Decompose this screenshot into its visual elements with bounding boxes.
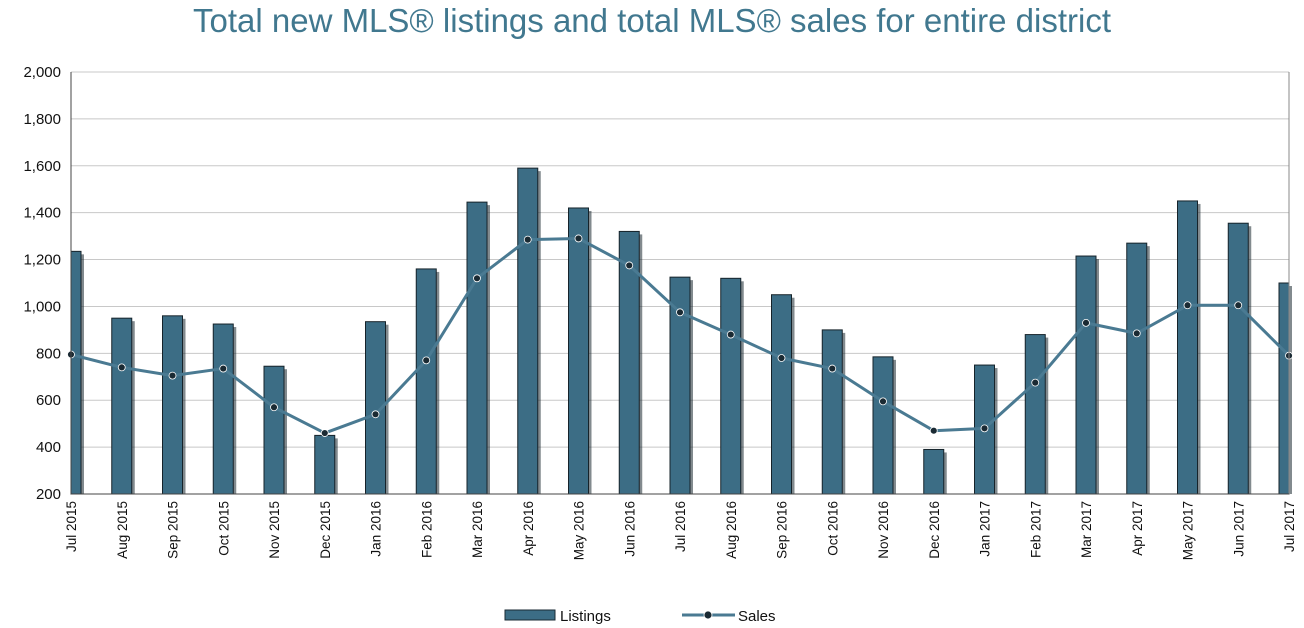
sales-point [777,354,786,362]
sales-point [828,364,837,373]
x-tick-label: Oct 2015 [216,501,231,556]
sales-point [625,261,634,270]
x-tick-label: May 2016 [572,501,587,560]
legend-sales-marker [703,610,713,620]
listings-bar [821,329,843,495]
sales-point [219,364,228,373]
sales-point [320,429,329,437]
y-tick-label: 1,600 [23,158,61,175]
y-tick-label: 1,000 [23,298,61,315]
listings-bar [111,317,133,495]
listings-bar [1075,255,1097,495]
listings-bar [162,315,183,495]
sales-point [574,234,583,243]
legend: Listings Sales [504,608,776,625]
sales-point [929,426,938,435]
x-tick-label: Nov 2015 [267,501,282,559]
sales-point [422,356,431,365]
y-tick-label: 1,400 [23,205,61,222]
sales-point [168,371,177,380]
x-tick-label: Aug 2015 [115,501,130,559]
y-tick-label: 600 [36,392,61,409]
y-tick-labels: 2,000 1,800 1,600 1,400 1,200 1,000 800 600 400 2… [23,64,61,503]
listings-bar [415,268,437,495]
listings-bar [872,356,894,495]
sales-point [676,308,684,317]
x-tick-label: Dec 2015 [318,501,333,559]
y-tick-label: 1,800 [23,111,61,128]
sales-point [726,330,735,339]
y-tick-label: 1,200 [23,252,61,269]
sales-point [371,410,380,419]
y-tick-label: 800 [36,345,61,362]
listings-bar [70,250,82,495]
x-tick-label: Apr 2017 [1130,501,1145,556]
listings-bar [1278,282,1290,495]
x-tick-label: Apr 2016 [521,501,536,556]
listings-bar [1177,200,1198,495]
sales-point [1183,301,1192,310]
x-tick-label: Jun 2017 [1231,501,1246,557]
y-tick-label: 2,000 [23,64,61,81]
x-tick-label: Sep 2015 [166,501,181,559]
x-tick-label: Aug 2016 [724,501,739,559]
x-tick-label: Oct 2016 [825,501,840,556]
legend-listings-label: Listings [560,608,611,625]
sales-point [473,274,481,283]
x-tick-labels: Jul 2015 Aug 2015 Sep 2015 Oct 2015 Nov 2015… [64,501,1297,560]
listings-bar [1126,242,1148,495]
listings-bars [70,167,1292,495]
x-tick-label: Jul 2017 [1282,501,1297,552]
x-tick-label: Mar 2016 [470,501,485,558]
sales-point [1082,318,1090,327]
listings-bar [314,434,336,495]
x-tick-label: Jan 2016 [369,501,384,557]
legend-listings-swatch [504,609,556,621]
legend-sales-label: Sales [738,608,776,625]
sales-point [523,235,532,244]
x-tick-label: Jan 2017 [978,501,993,557]
listings-bar [1024,334,1046,495]
listings-bar [263,365,285,495]
x-tick-label: Nov 2016 [876,501,891,559]
sales-point [879,397,887,406]
x-tick-label: Jun 2016 [622,501,637,557]
x-tick-label: May 2017 [1181,501,1196,560]
listings-bar [923,448,945,495]
x-tick-label: Feb 2017 [1028,501,1043,558]
listings-bar [720,277,742,495]
x-tick-label: Feb 2016 [419,501,434,558]
y-tick-label: 200 [36,486,61,503]
listings-bar [771,294,792,495]
listings-bar [466,201,488,495]
sales-line [67,234,1293,437]
x-tick-label: Jul 2015 [64,501,79,552]
chart-title: Total new MLS® listings and total MLS® s… [192,2,1111,39]
x-tick-label: Mar 2017 [1079,501,1094,558]
sales-point [980,424,989,433]
listings-bar [212,323,234,495]
listings-bar [568,207,589,495]
listings-bar [1227,222,1249,495]
axes [70,72,1290,495]
sales-point [117,363,126,372]
sales-point [1132,329,1141,338]
listings-bar [517,167,539,495]
sales-point [1031,378,1040,387]
sales-point [270,403,278,412]
x-tick-label: Jul 2016 [673,501,688,552]
y-tick-label: 400 [36,439,61,456]
sales-point [1234,301,1243,310]
x-tick-label: Sep 2016 [775,501,790,559]
x-tick-label: Dec 2016 [927,501,942,559]
